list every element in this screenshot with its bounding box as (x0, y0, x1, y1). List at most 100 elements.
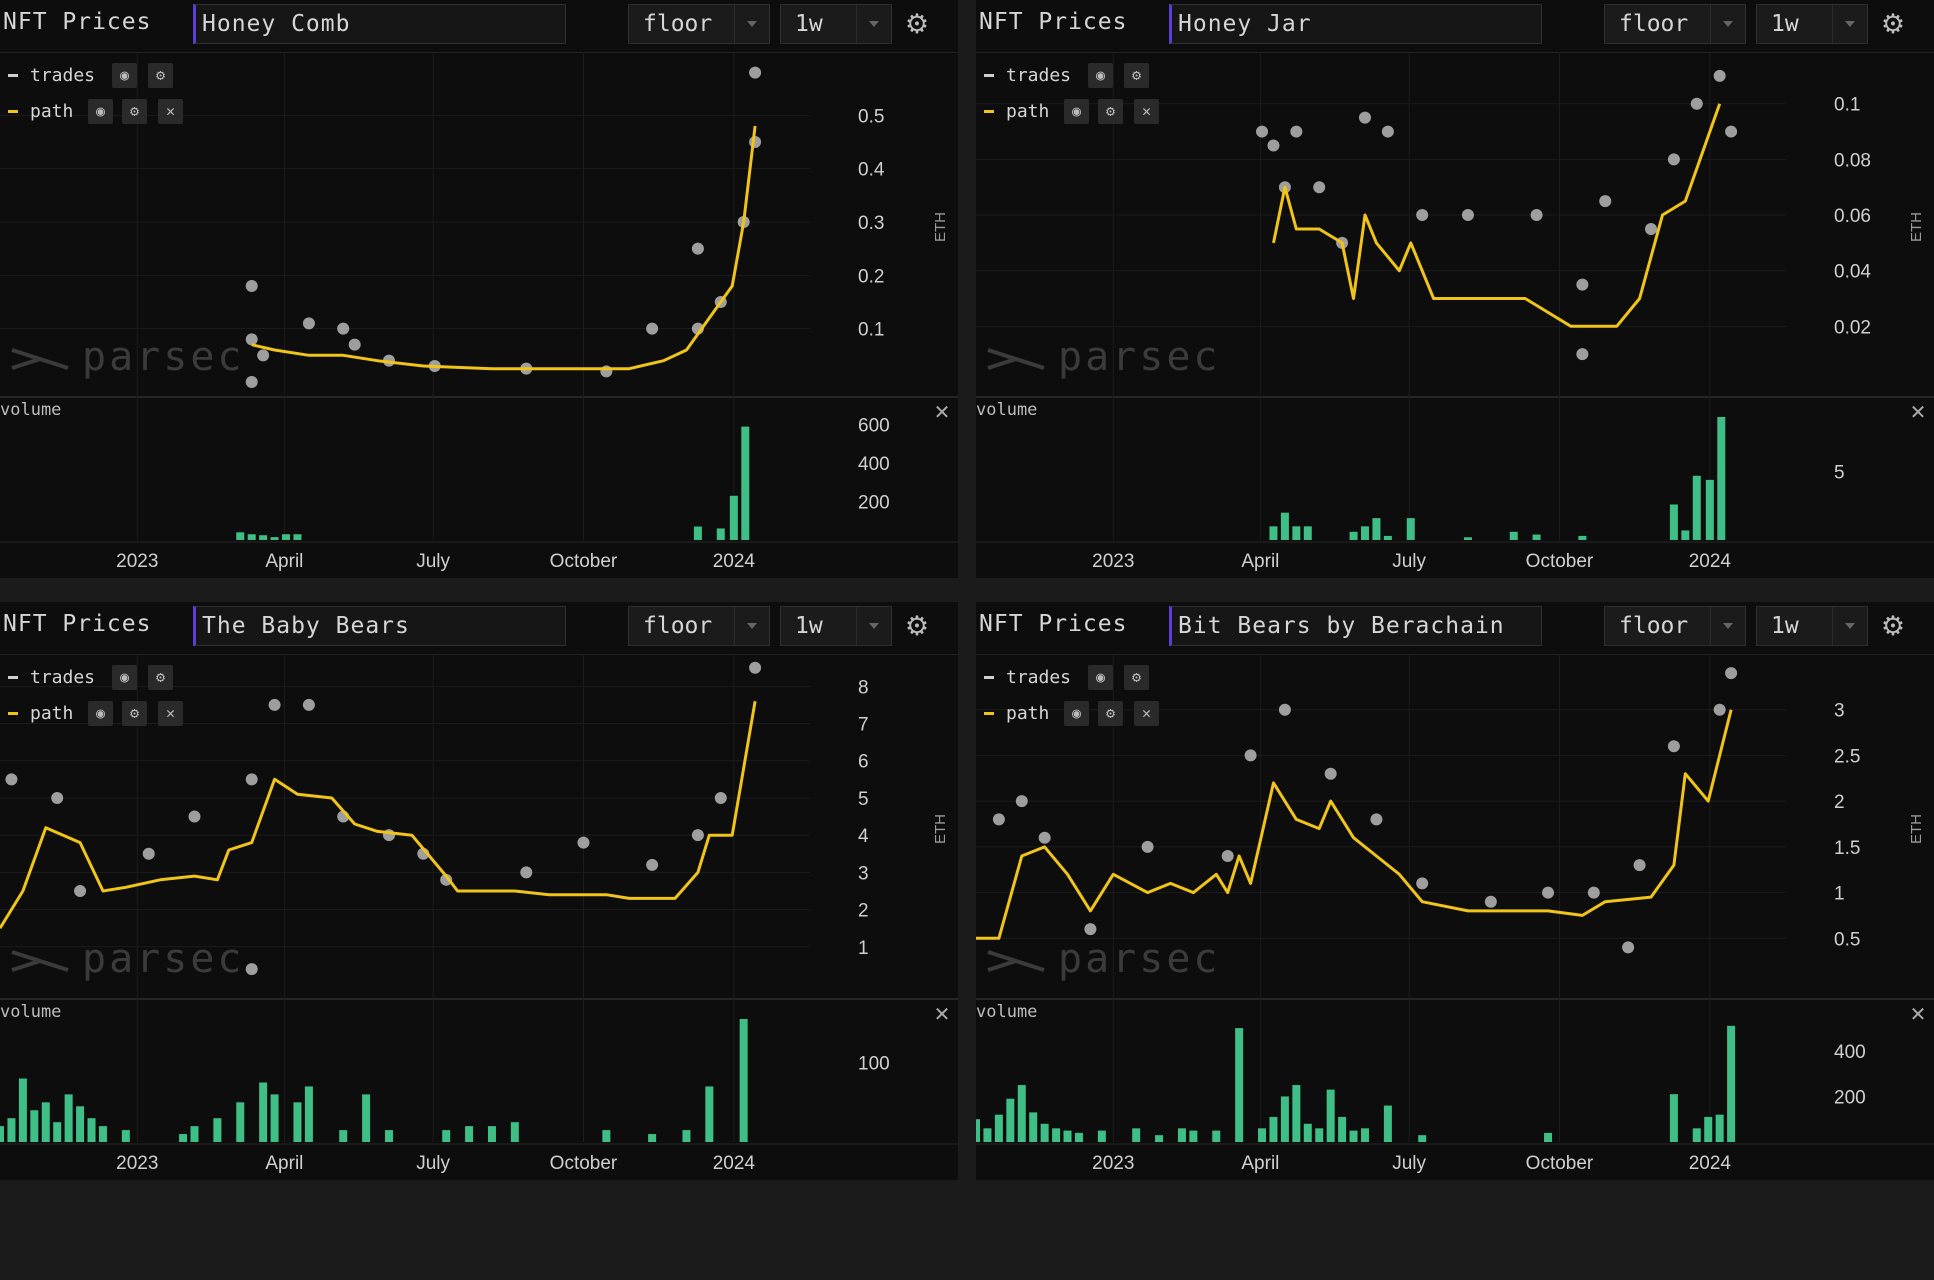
range-select-value: 1w (795, 11, 823, 37)
collection-input[interactable]: Honey Jar (1169, 4, 1542, 44)
trade-point (1484, 895, 1497, 908)
x-tick-label: 2024 (713, 1153, 756, 1174)
gear-icon[interactable]: ⚙ (148, 63, 173, 88)
volume-bar (1669, 1094, 1678, 1142)
eye-icon[interactable]: ◉ (1064, 701, 1089, 726)
chevron-down-icon[interactable] (856, 607, 891, 645)
eye-icon[interactable]: ◉ (1064, 99, 1089, 124)
volume-bar (1017, 1085, 1026, 1142)
gear-icon[interactable]: ⚙ (904, 9, 930, 39)
chevron-down-icon[interactable] (856, 5, 891, 43)
volume-bar (362, 1094, 371, 1142)
chevron-down-icon[interactable] (1832, 5, 1867, 43)
volume-bar (259, 1082, 268, 1142)
gear-icon[interactable]: ⚙ (1098, 99, 1123, 124)
price-axis-label: ETH (932, 814, 949, 844)
chart-canvas: 2023 April July October 2024 0.5 1 1.5 2 2.5 3 ETH 2… (976, 654, 1934, 1174)
close-icon[interactable]: ✕ (933, 402, 951, 424)
volume-bar (213, 1118, 222, 1142)
trade-point (5, 773, 18, 786)
eye-icon[interactable]: ◉ (1088, 63, 1113, 88)
volume-bar (994, 1114, 1003, 1142)
volume-bar (1715, 1114, 1724, 1142)
metric-select[interactable]: floor (1604, 4, 1746, 44)
trade-point (245, 280, 258, 292)
close-icon[interactable]: ✕ (1134, 99, 1159, 124)
range-select-value: 1w (1771, 11, 1799, 37)
trade-point (1038, 831, 1051, 844)
close-icon[interactable]: ✕ (1909, 402, 1927, 424)
trade-point (992, 813, 1005, 826)
panel-header: NFT Prices Honey Comb floor 1w ⚙ (0, 0, 958, 53)
trade-point (1416, 209, 1429, 222)
price-tick-label: 0.08 (1834, 150, 1871, 171)
volume-bar (693, 526, 702, 540)
chevron-down-icon[interactable] (1710, 607, 1745, 645)
metric-select[interactable]: floor (1604, 606, 1746, 646)
collection-input[interactable]: The Baby Bears (193, 606, 566, 646)
legend-label: path (30, 101, 74, 122)
chevron-down-icon[interactable] (1710, 5, 1745, 43)
metric-select[interactable]: floor (628, 4, 770, 44)
gear-icon[interactable]: ⚙ (1124, 63, 1149, 88)
close-icon[interactable]: ✕ (158, 701, 183, 726)
close-icon[interactable]: ✕ (158, 99, 183, 124)
volume-bar (1269, 526, 1278, 540)
volume-tick-label: 400 (1834, 1042, 1866, 1063)
parsec-logo-icon (987, 950, 1045, 972)
metric-select[interactable]: floor (628, 606, 770, 646)
chart-canvas: 2023 April July October 2024 1 2 3 4 5 6 7 8 ETH 100 (0, 654, 958, 1174)
chevron-down-icon[interactable] (734, 5, 769, 43)
eye-icon[interactable]: ◉ (1088, 665, 1113, 690)
range-select[interactable]: 1w (780, 4, 892, 44)
trade-point (1015, 795, 1028, 808)
volume-bar (1349, 1130, 1358, 1142)
collection-input[interactable]: Bit Bears by Berachain (1169, 606, 1542, 646)
chevron-down-icon[interactable] (1832, 607, 1867, 645)
eye-icon[interactable]: ◉ (88, 99, 113, 124)
volume-bar (339, 1130, 348, 1142)
floor-path-line (0, 700, 757, 929)
range-select[interactable]: 1w (1756, 4, 1868, 44)
gear-icon[interactable]: ⚙ (1124, 665, 1149, 690)
watermark-text: parsec (82, 936, 245, 982)
gear-icon[interactable]: ⚙ (148, 665, 173, 690)
gear-icon[interactable]: ⚙ (1098, 701, 1123, 726)
range-select[interactable]: 1w (780, 606, 892, 646)
volume-bar (1155, 1135, 1164, 1142)
x-tick-label: July (416, 1153, 450, 1174)
trade-point (1576, 348, 1589, 361)
volume-bar (270, 537, 279, 540)
floor-path-line (976, 709, 1733, 940)
gear-icon[interactable]: ⚙ (122, 99, 147, 124)
volume-bar (1372, 518, 1381, 540)
trade-point (1645, 222, 1658, 235)
volume-bar (1463, 537, 1472, 540)
eye-icon[interactable]: ◉ (112, 63, 137, 88)
chart-panel-bit-bears: NFT Prices Bit Bears by Berachain floor … (976, 602, 1934, 1180)
trade-point (1084, 923, 1097, 936)
x-tick-label: 2023 (116, 1153, 158, 1174)
eye-icon[interactable]: ◉ (88, 701, 113, 726)
price-tick-label: 0.06 (1834, 206, 1871, 227)
gear-icon[interactable]: ⚙ (904, 611, 930, 641)
gear-icon[interactable]: ⚙ (1880, 611, 1906, 641)
price-tick-label: 0.04 (1834, 262, 1871, 283)
collection-input[interactable]: Honey Comb (193, 4, 566, 44)
volume-tick-label: 5 (1834, 463, 1845, 484)
volume-bar (1040, 1123, 1049, 1142)
volume-bar (30, 1110, 39, 1142)
close-icon[interactable]: ✕ (933, 1004, 951, 1026)
volume-pane-label: volume (976, 1002, 1038, 1022)
range-select[interactable]: 1w (1756, 606, 1868, 646)
floor-path-line (1272, 103, 1722, 328)
chevron-down-icon[interactable] (734, 607, 769, 645)
volume-bar (1029, 1112, 1038, 1142)
gear-icon[interactable]: ⚙ (1880, 9, 1906, 39)
eye-icon[interactable]: ◉ (112, 665, 137, 690)
chart-panel-honey-jar: NFT Prices Honey Jar floor 1w ⚙ 2023 Apri… (976, 0, 1934, 578)
close-icon[interactable]: ✕ (1909, 1004, 1927, 1026)
close-icon[interactable]: ✕ (1134, 701, 1159, 726)
gear-icon[interactable]: ⚙ (122, 701, 147, 726)
